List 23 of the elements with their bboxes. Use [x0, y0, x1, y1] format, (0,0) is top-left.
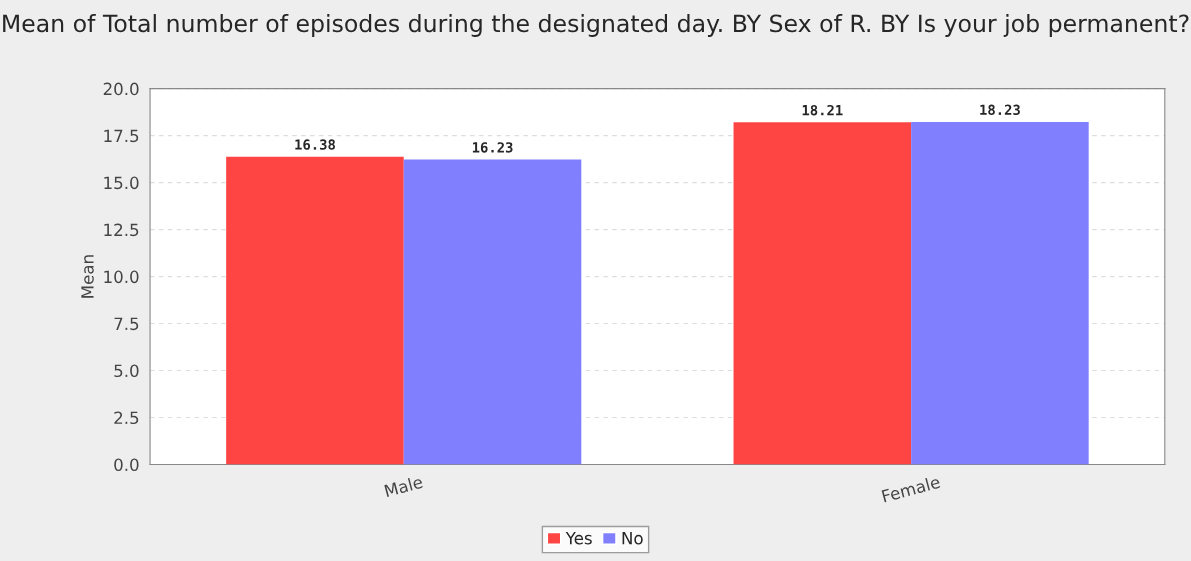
y-tick-label: 0.0	[114, 458, 139, 472]
y-tick-label: 17.5	[104, 129, 139, 143]
y-tick-label: 2.5	[114, 411, 139, 425]
chart-title: Mean of Total number of episodes during the designated day. BY Sex of R. BY Is your job permanent?	[3, 14, 1189, 37]
y-tick-label: 5.0	[114, 364, 139, 378]
data-label: 16.38	[295, 139, 335, 150]
x-tick-label: Female	[881, 475, 941, 503]
bar	[226, 156, 404, 465]
y-tick-label: 20.0	[103, 82, 139, 96]
data-label: 18.21	[802, 104, 843, 116]
bar	[403, 159, 582, 465]
data-label: 18.23	[980, 104, 1020, 116]
y-tick-label: 12.5	[104, 223, 139, 237]
bar	[911, 121, 1089, 465]
legend-label: No	[622, 532, 643, 545]
legend-label: Yes	[565, 532, 592, 545]
bar	[733, 122, 912, 465]
x-tick-label: Male	[384, 475, 424, 498]
y-tick-label: 15.0	[104, 176, 139, 190]
y-tick-label: 7.5	[114, 317, 139, 331]
y-axis-title: Mean	[81, 255, 94, 298]
data-label: 16.23	[472, 142, 513, 153]
y-tick-label: 10.0	[104, 270, 139, 284]
